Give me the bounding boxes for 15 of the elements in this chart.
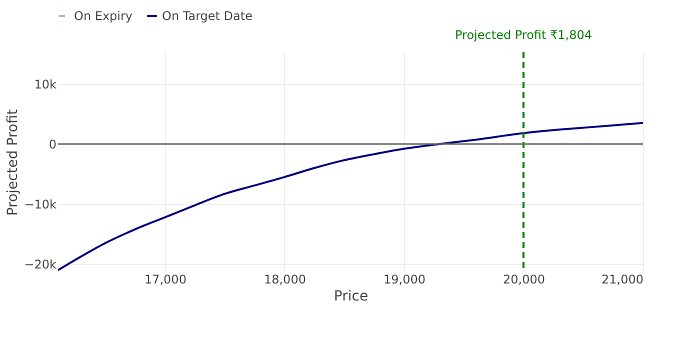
y-tick-label: 10k: [34, 77, 57, 92]
y-tick-label: −20k: [24, 258, 57, 272]
x-tick-label: 17,000: [144, 272, 186, 286]
legend-label: On Target Date: [162, 9, 252, 23]
line-series: [58, 122, 643, 272]
x-tick-label: 18,000: [264, 272, 306, 286]
x-axis-title: Price: [334, 288, 368, 304]
y-tick-label: 0: [48, 137, 56, 152]
legend-label: On Expiry: [74, 9, 133, 23]
x-tick-label: 20,000: [502, 272, 545, 286]
ref-line-label: Projected Profit ₹1,804: [455, 28, 592, 42]
x-tick-label: 21,000: [602, 272, 644, 286]
y-tick-label: −10k: [24, 198, 57, 212]
x-tick-label: 19,000: [383, 272, 426, 286]
y-axis-title: Projected Profit: [5, 108, 22, 216]
